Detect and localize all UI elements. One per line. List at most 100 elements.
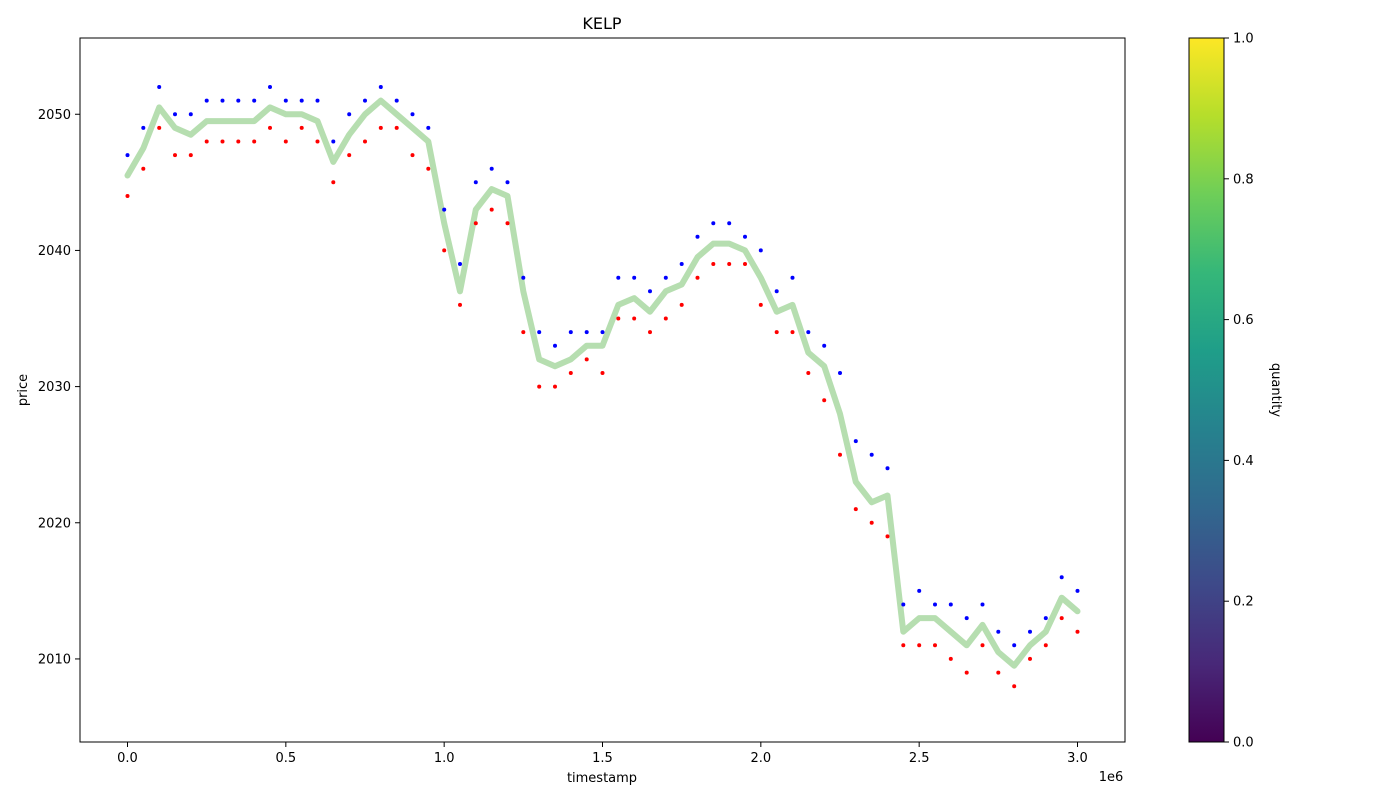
bid-point xyxy=(584,357,589,362)
ask-point xyxy=(996,629,1001,634)
ask-point xyxy=(236,98,241,103)
bid-point xyxy=(632,316,637,321)
bid-point xyxy=(1012,684,1017,689)
bid-point xyxy=(188,153,193,158)
chart-title: KELP xyxy=(582,14,622,33)
colorbar-label: quantity xyxy=(1268,363,1283,418)
ask-point xyxy=(822,343,827,348)
ask-point xyxy=(1075,588,1080,593)
x-tick-label: 3.0 xyxy=(1067,751,1088,766)
ask-point xyxy=(1059,575,1064,580)
bid-point xyxy=(885,534,890,539)
ask-point xyxy=(600,330,605,335)
bid-point xyxy=(299,125,304,130)
bid-point xyxy=(489,207,494,212)
bid-point xyxy=(315,139,320,144)
bid-point xyxy=(1059,616,1064,621)
bid-point xyxy=(790,330,795,335)
ask-point xyxy=(584,330,589,335)
y-tick-label: 2050 xyxy=(38,108,71,123)
colorbar-axis: 0.0 0.2 0.4 0.6 0.8 1.0 xyxy=(1224,32,1254,751)
colorbar-tick-label: 0.6 xyxy=(1233,313,1254,328)
ask-point xyxy=(727,221,732,226)
bid-point xyxy=(505,221,510,226)
ask-point xyxy=(663,275,668,280)
ask-point xyxy=(790,275,795,280)
y-axis-label: price xyxy=(16,374,31,406)
ask-point xyxy=(1012,643,1017,648)
ask-point xyxy=(838,371,842,375)
bid-point xyxy=(268,125,272,130)
x-tick-label: 2.5 xyxy=(909,751,930,766)
bid-point xyxy=(442,248,447,253)
ask-point xyxy=(853,439,858,444)
bid-point xyxy=(537,384,542,389)
ask-point xyxy=(806,330,811,335)
ask-point xyxy=(442,207,447,212)
bid-point xyxy=(473,221,478,226)
bid-point xyxy=(521,330,526,335)
bid-point xyxy=(1075,629,1080,634)
colorbar-tick-label: 1.0 xyxy=(1233,32,1254,47)
ask-point xyxy=(774,289,779,294)
ask-point xyxy=(948,602,953,607)
bid-point xyxy=(948,656,953,661)
ask-point xyxy=(331,139,336,144)
ask-point xyxy=(521,275,526,280)
bid-point xyxy=(917,643,922,648)
ask-point xyxy=(173,112,177,117)
bid-point xyxy=(347,153,352,158)
colorbar-frame xyxy=(1188,37,1225,743)
bid-point xyxy=(331,180,336,185)
bid-point xyxy=(980,643,985,648)
x-axis-label: timestamp xyxy=(567,771,637,786)
bid-point xyxy=(996,670,1001,675)
ask-point xyxy=(568,330,573,335)
bid-point xyxy=(236,139,241,144)
bid-point xyxy=(774,330,779,335)
ask-point xyxy=(347,112,352,117)
ask-point xyxy=(1028,629,1032,634)
ask-point xyxy=(125,153,130,158)
ask-point xyxy=(869,452,874,457)
bid-point xyxy=(663,316,668,321)
bid-point xyxy=(838,452,842,457)
ask-point xyxy=(220,98,225,103)
bid-point xyxy=(426,166,431,171)
ask-point xyxy=(980,602,985,607)
ask-point xyxy=(632,275,637,280)
bid-point xyxy=(853,507,858,512)
ask-point xyxy=(743,234,747,239)
bid-point xyxy=(743,262,747,266)
ask-point xyxy=(378,85,383,89)
bid-point xyxy=(458,302,462,307)
bid-point xyxy=(283,139,288,144)
ask-point xyxy=(315,98,320,103)
ask-point xyxy=(616,275,621,280)
ask-point xyxy=(885,466,890,471)
ask-point xyxy=(458,262,462,266)
bid-point xyxy=(695,275,700,280)
ask-point xyxy=(473,180,478,185)
bid-point xyxy=(758,302,763,307)
x-tick-label: 0.5 xyxy=(275,751,296,766)
y-tick-label: 2030 xyxy=(38,380,71,395)
bid-point xyxy=(1028,656,1032,661)
ask-point xyxy=(505,180,510,185)
ask-point xyxy=(489,166,494,171)
ask-point xyxy=(394,98,399,103)
ask-point xyxy=(157,85,162,89)
bid-point xyxy=(600,371,605,375)
ask-point xyxy=(410,112,415,117)
ask-point xyxy=(901,602,906,607)
ask-point xyxy=(711,221,716,226)
bid-point xyxy=(220,139,225,144)
bid-point xyxy=(378,125,383,130)
y-tick-label: 2020 xyxy=(38,516,71,531)
bid-point xyxy=(901,643,906,648)
bid-point xyxy=(727,262,732,266)
ask-point xyxy=(933,602,937,607)
plot-area xyxy=(124,85,1081,689)
colorbar-tick-label: 0.8 xyxy=(1233,172,1254,187)
